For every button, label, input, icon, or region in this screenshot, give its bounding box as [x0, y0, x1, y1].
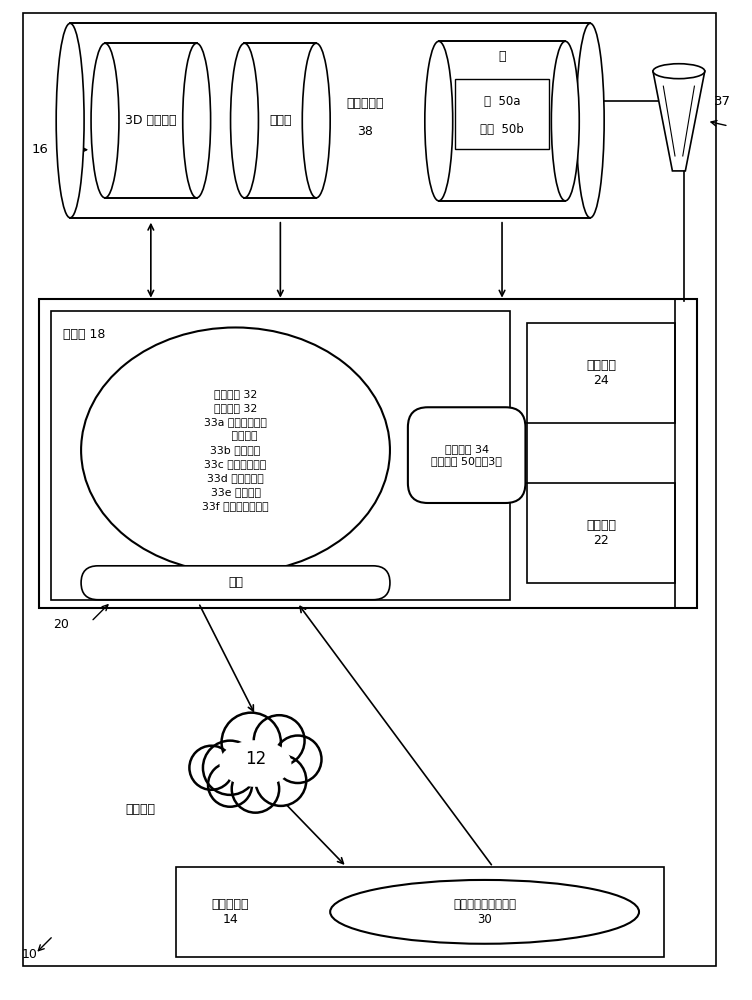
- Circle shape: [256, 755, 306, 806]
- FancyBboxPatch shape: [81, 566, 390, 600]
- Bar: [51, 311, 510, 600]
- Circle shape: [222, 713, 280, 772]
- Text: 用户提供的网格定义
30: 用户提供的网格定义 30: [453, 898, 516, 926]
- Bar: [105, 43, 197, 198]
- Ellipse shape: [551, 41, 579, 201]
- Bar: [39, 299, 697, 608]
- FancyBboxPatch shape: [408, 407, 526, 503]
- Ellipse shape: [302, 43, 330, 198]
- Ellipse shape: [213, 736, 298, 791]
- Text: 10: 10: [21, 948, 37, 961]
- Text: 数据存储库: 数据存储库: [346, 97, 384, 110]
- Ellipse shape: [576, 23, 604, 218]
- Text: 总线系统
22: 总线系统 22: [586, 519, 616, 547]
- Ellipse shape: [653, 64, 705, 79]
- Circle shape: [203, 741, 257, 795]
- Bar: [244, 43, 317, 198]
- Text: 库: 库: [499, 50, 506, 63]
- Ellipse shape: [231, 43, 259, 198]
- Ellipse shape: [220, 740, 292, 787]
- Text: 客户端系统
14: 客户端系统 14: [212, 898, 250, 926]
- Text: 老化引擎 32
数字表示 32
33a 将矿物类型指
     派给颗粒
33b 流体属性
33c 化学成分数据
33d 系和性数据
33e 分离压力
33f : 老化引擎 32 数字表示 32 33a 将矿物类型指 派给颗粒 33b 流体属性…: [202, 389, 268, 511]
- Circle shape: [208, 763, 252, 807]
- Bar: [438, 41, 566, 201]
- Ellipse shape: [81, 327, 390, 573]
- Text: 接口: 接口: [228, 576, 243, 589]
- Bar: [176, 867, 664, 957]
- Text: 38: 38: [357, 125, 373, 138]
- Ellipse shape: [91, 43, 119, 198]
- Bar: [70, 23, 590, 218]
- Bar: [527, 323, 675, 423]
- Text: 处理设备
24: 处理设备 24: [586, 359, 616, 387]
- Text: 网格定义: 网格定义: [126, 803, 156, 816]
- Ellipse shape: [425, 41, 453, 201]
- Text: 12: 12: [245, 750, 266, 768]
- Circle shape: [274, 736, 322, 783]
- Text: 模拟引擎 34
建模过程 50（图3）: 模拟引擎 34 建模过程 50（图3）: [431, 444, 502, 466]
- Ellipse shape: [183, 43, 211, 198]
- Ellipse shape: [56, 23, 84, 218]
- Text: 库  50a: 库 50a: [484, 95, 520, 108]
- Text: 坐标系: 坐标系: [269, 114, 292, 127]
- Bar: [455, 79, 550, 149]
- Text: 3D 曲线网格: 3D 曲线网格: [125, 114, 177, 127]
- Text: 37: 37: [714, 95, 731, 108]
- Text: 存储器 18: 存储器 18: [63, 328, 105, 341]
- Text: 模型  50b: 模型 50b: [481, 123, 524, 136]
- Circle shape: [190, 746, 233, 790]
- Text: 20: 20: [53, 618, 69, 631]
- Circle shape: [232, 765, 279, 813]
- Text: 16: 16: [32, 143, 48, 156]
- Bar: [527, 483, 675, 583]
- Circle shape: [253, 715, 305, 766]
- Polygon shape: [653, 71, 705, 171]
- Ellipse shape: [330, 880, 639, 944]
